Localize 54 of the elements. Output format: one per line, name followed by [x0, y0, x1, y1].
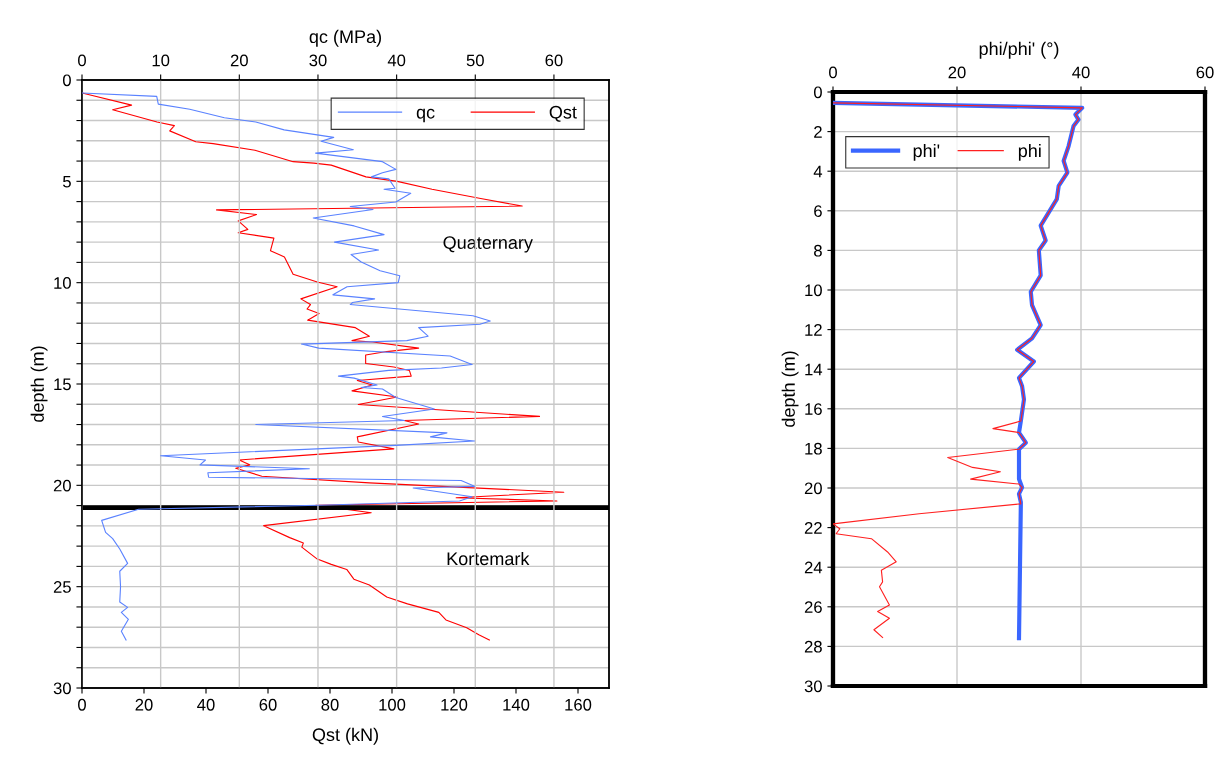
x-tick-label: 140	[503, 698, 530, 711]
x-tick-label: 20	[135, 698, 153, 711]
x2-tick-label: 20	[230, 54, 248, 67]
x2-axis-title: qc (MPa)	[309, 29, 381, 47]
x-tick-label: 40	[197, 698, 215, 711]
y-tick-label: 25	[53, 581, 71, 593]
y-tick-label: 0	[813, 86, 822, 99]
x2-tick-label: 40	[1072, 66, 1090, 79]
y-tick-label: 18	[805, 442, 822, 455]
x-tick-label: 120	[441, 698, 468, 711]
y-tick-label: 2	[814, 126, 822, 138]
x-tick-label: 0	[78, 698, 86, 711]
y-tick-label: 10	[54, 277, 71, 289]
x-axis-title: Qst (kN)	[312, 727, 378, 745]
legend-label: qc	[416, 108, 435, 123]
x2-tick-label: 30	[309, 54, 327, 67]
y-axis-title: depth (m)	[30, 346, 48, 422]
y-tick-label: 20	[53, 479, 71, 492]
y-tick-label: 30	[53, 682, 71, 695]
y-tick-label: 8	[814, 244, 822, 257]
x2-tick-label: 60	[545, 54, 563, 67]
y-tick-label: 30	[804, 680, 822, 693]
y-tick-label: 6	[814, 205, 822, 217]
x2-tick-label: 0	[829, 66, 837, 79]
x-tick-label: 60	[259, 698, 277, 711]
annotation: Quaternary	[443, 236, 533, 253]
x2-tick-label: 60	[1196, 66, 1214, 79]
x2-tick-label: 20	[948, 66, 966, 79]
x2-tick-label: 40	[387, 54, 406, 67]
x-tick-label: 160	[565, 698, 592, 711]
y-tick-label: 20	[804, 482, 822, 495]
y-tick-label: 4	[813, 165, 823, 178]
y-tick-label: 5	[62, 175, 71, 188]
x-tick-label: 80	[321, 698, 339, 711]
x2-tick-label: 0	[78, 54, 86, 67]
y-axis-title: depth (m)	[781, 351, 799, 427]
y-tick-label: 12	[805, 324, 822, 336]
legend-label: phi	[1018, 143, 1041, 161]
legend-label: phi'	[913, 143, 940, 161]
y-tick-label: 15	[54, 378, 71, 391]
y-tick-label: 10	[805, 284, 822, 297]
x2-axis-title: phi/phi' (°)	[979, 41, 1059, 59]
y-tick-label: 28	[804, 640, 822, 653]
y-tick-label: 14	[805, 363, 823, 376]
y-tick-label: 0	[62, 74, 71, 87]
x2-tick-label: 10	[152, 54, 170, 67]
y-tick-label: 26	[804, 601, 822, 613]
legend-label: Qst	[549, 105, 577, 122]
x2-tick-label: 50	[466, 54, 484, 67]
y-tick-label: 24	[804, 561, 823, 574]
y-tick-label: 16	[805, 403, 822, 415]
x-tick-label: 100	[379, 698, 406, 711]
y-tick-label: 22	[804, 522, 822, 534]
annotation: Kortemark	[447, 551, 530, 566]
